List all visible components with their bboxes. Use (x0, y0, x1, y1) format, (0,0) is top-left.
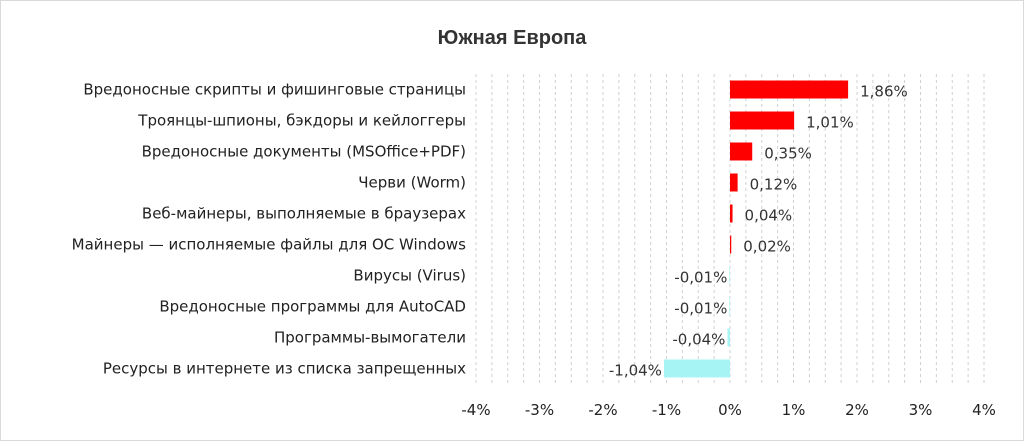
bar (730, 111, 795, 130)
data-label: 1,01% (806, 114, 854, 132)
data-label: -0,01% (674, 269, 727, 287)
data-label: -0,04% (672, 331, 725, 349)
x-tick-label: -4% (461, 401, 490, 419)
category-label: Ресурсы в интернете из списка запрещенны… (103, 360, 466, 378)
x-tick-label: 1% (782, 401, 806, 419)
data-label: 0,12% (750, 176, 798, 194)
bars (663, 80, 849, 378)
chart-title: Южная Европа (438, 27, 588, 49)
data-label: -1,04% (609, 362, 662, 380)
x-tick-label: 2% (845, 401, 869, 419)
x-tick-label: -2% (588, 401, 617, 419)
data-label: 0,35% (764, 145, 812, 163)
x-tick-label: 0% (718, 401, 742, 419)
bar (730, 80, 849, 99)
data-label: -0,01% (674, 300, 727, 318)
x-axis-ticks: -4% -3% -2% -1% 0% 1% 2% 3% 4% (461, 401, 996, 419)
category-label: Вредоносные программы для AutoCAD (159, 298, 466, 316)
x-tick-label: 4% (972, 401, 996, 419)
data-label: 1,86% (860, 83, 908, 101)
bar (730, 142, 753, 161)
x-tick-label: -3% (525, 401, 554, 419)
data-label: 0,02% (743, 238, 791, 256)
category-label: Черви (Worm) (358, 174, 466, 192)
bar (730, 173, 738, 192)
category-label: Вредоносные скрипты и фишинговые страниц… (83, 81, 466, 99)
bar (730, 235, 732, 254)
category-label: Программы-вымогатели (274, 329, 466, 347)
bar (663, 359, 730, 378)
x-tick-label: 3% (909, 401, 933, 419)
grid-lines (475, 74, 985, 384)
category-label: Троянцы-шпионы, бэкдоры и кейлоггеры (137, 112, 466, 130)
bar (727, 328, 730, 347)
category-labels: Вредоносные скрипты и фишинговые страниц… (72, 81, 467, 378)
bar (729, 297, 730, 316)
bar (730, 204, 733, 223)
data-label: 0,04% (745, 207, 793, 225)
data-labels: 1,86% 1,01% 0,35% 0,12% 0,04% 0,02% -0,01% -0,0… (609, 83, 908, 380)
category-label: Вредоносные документы (MSOffice+PDF) (142, 143, 466, 161)
category-label: Майнеры — исполняемые файлы для ОС Windo… (72, 236, 467, 254)
category-label: Вирусы (Virus) (353, 267, 466, 285)
x-tick-label: -1% (652, 401, 681, 419)
bar (729, 266, 730, 285)
category-label: Веб-майнеры, выполняемые в браузерах (142, 205, 466, 223)
